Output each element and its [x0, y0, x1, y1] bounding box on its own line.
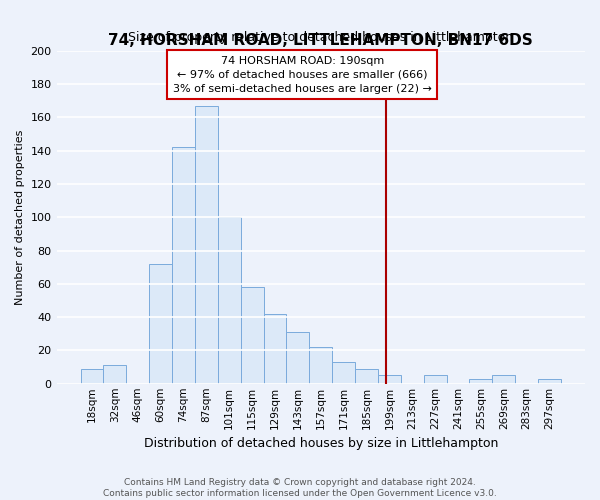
Bar — [218, 217, 241, 384]
Y-axis label: Number of detached properties: Number of detached properties — [15, 130, 25, 305]
Bar — [241, 287, 263, 384]
Text: 74 HORSHAM ROAD: 190sqm
← 97% of detached houses are smaller (666)
3% of semi-de: 74 HORSHAM ROAD: 190sqm ← 97% of detache… — [173, 56, 432, 94]
Bar — [286, 332, 310, 384]
Title: 74, HORSHAM ROAD, LITTLEHAMPTON, BN17 6DS: 74, HORSHAM ROAD, LITTLEHAMPTON, BN17 6D… — [109, 33, 533, 48]
Bar — [493, 376, 515, 384]
Text: Contains HM Land Registry data © Crown copyright and database right 2024.
Contai: Contains HM Land Registry data © Crown c… — [103, 478, 497, 498]
Bar — [80, 369, 103, 384]
Bar — [538, 379, 561, 384]
Bar — [195, 106, 218, 384]
Bar — [332, 362, 355, 384]
Bar — [424, 376, 446, 384]
Bar — [149, 264, 172, 384]
Bar — [469, 379, 493, 384]
Bar — [378, 376, 401, 384]
Text: Size of property relative to detached houses in Littlehampton: Size of property relative to detached ho… — [128, 31, 514, 44]
Bar — [310, 347, 332, 384]
Bar — [355, 369, 378, 384]
X-axis label: Distribution of detached houses by size in Littlehampton: Distribution of detached houses by size … — [143, 437, 498, 450]
Bar — [103, 366, 127, 384]
Bar — [172, 148, 195, 384]
Bar — [263, 314, 286, 384]
